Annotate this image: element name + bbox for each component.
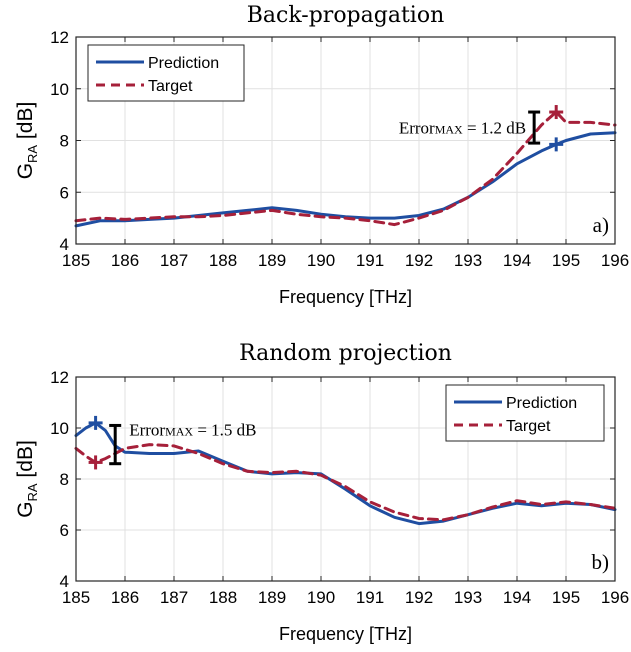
legend-label-target: Target [506,418,551,435]
chart-title: Back-propagation [247,3,445,28]
y-tick-label: 12 [50,368,69,387]
x-tick-label: 195 [552,588,580,607]
x-tick-label: 195 [552,251,580,270]
chart-title: Random projection [239,341,452,366]
x-tick-label: 187 [160,588,188,607]
x-tick-label: 194 [503,251,531,270]
legend-label-target: Target [148,78,193,95]
series-line-target [74,110,617,227]
y-label-sub: RA [25,483,40,501]
x-tick-label: 192 [405,251,433,270]
x-tick-label: 189 [258,588,286,607]
x-tick-label: 193 [454,588,482,607]
y-tick-label: 10 [50,80,69,99]
marker-target [88,455,103,470]
legend-box [445,384,605,442]
y-label-main: G [14,163,37,179]
panel-label: b) [592,550,610,574]
x-tick-label: 194 [503,588,531,607]
y-axis-label: GRA [dB] [14,102,40,180]
x-axis-label: Frequency [THz] [279,287,412,307]
y-axis-label: GRA [dB] [14,440,40,518]
error-annotation: ErrorMAX = 1.5 dB [129,420,256,439]
y-label-main: G [14,501,37,517]
x-tick-label: 185 [62,588,90,607]
y-tick-label: 4 [60,572,69,591]
marker-prediction [88,415,103,430]
chart-panel-2: ErrorMAX = 1.5 dB 185 186 187 188 189 190 191 19… [14,341,629,644]
x-tick-label: 196 [601,251,629,270]
marker-target [549,105,564,120]
error-annotation: ErrorMAX = 1.2 dB [399,119,526,138]
y-tick-label: 6 [60,183,69,202]
y-label-unit: [dB] [14,440,37,483]
x-tick-label: 190 [307,588,335,607]
x-tick-label: 188 [209,251,237,270]
series-line-target [74,443,617,522]
x-tick-label: 189 [258,251,286,270]
annotation-main: Error [399,119,435,138]
y-tick-label: 8 [60,470,69,489]
x-tick-label: 191 [356,588,384,607]
x-tick-label: 196 [601,588,629,607]
annotation-rest: = 1.5 dB [193,420,256,439]
panel-label: a) [593,213,609,237]
annotation-main: Error [129,420,165,439]
legend-label-prediction: Prediction [506,395,577,412]
x-tick-label: 193 [454,251,482,270]
legend-box [87,44,245,102]
x-tick-label: 186 [111,251,139,270]
chart-panel-1: ErrorMAX = 1.2 dB 185 186 187 188 189 190 191 19… [14,3,629,307]
legend-label-prediction: Prediction [148,55,219,72]
legend: Prediction Target [445,384,605,442]
x-tick-label: 186 [111,588,139,607]
x-tick-label: 185 [62,251,90,270]
annotation-rest: = 1.2 dB [463,119,526,138]
annotation-sub: MAX [435,123,463,137]
y-tick-label: 12 [50,28,69,47]
legend: Prediction Target [87,44,245,102]
y-tick-label: 4 [60,235,69,254]
y-tick-label: 8 [60,132,69,151]
x-tick-label: 191 [356,251,384,270]
marker-prediction [549,137,564,152]
y-label-sub: RA [25,145,40,163]
error-bar [528,110,541,145]
x-tick-label: 188 [209,588,237,607]
x-tick-label: 187 [160,251,188,270]
x-axis-label: Frequency [THz] [279,624,412,644]
y-tick-label: 10 [50,419,69,438]
error-bar [109,423,122,466]
x-tick-label: 190 [307,251,335,270]
annotation-sub: MAX [165,424,193,438]
y-tick-label: 6 [60,521,69,540]
x-tick-label: 192 [405,588,433,607]
y-label-unit: [dB] [14,102,37,145]
